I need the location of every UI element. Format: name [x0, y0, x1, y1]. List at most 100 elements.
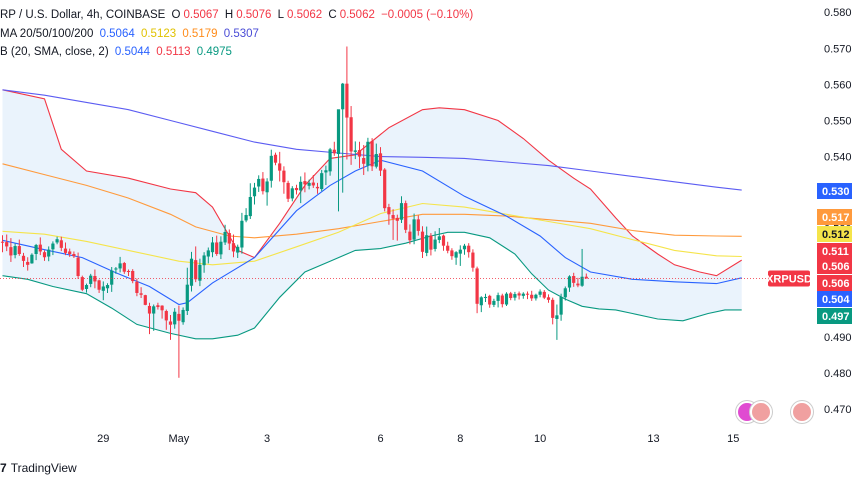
candle-body [362, 158, 366, 164]
candle [584, 273, 588, 279]
candle [34, 243, 38, 261]
y-tick-label: 0.580 [824, 7, 852, 19]
candle-body [572, 276, 576, 283]
bb-basis-value: 0.5044 [114, 46, 151, 58]
candle-body [315, 186, 320, 189]
candle-body [38, 244, 42, 252]
candle [122, 261, 126, 274]
price-axis: 0.5800.5700.5600.5500.5400.5300.5200.510… [817, 7, 852, 416]
candle [240, 212, 244, 254]
candle [252, 182, 257, 205]
candle [425, 226, 429, 257]
candle [412, 213, 416, 245]
candle [542, 290, 546, 300]
candle [294, 184, 299, 195]
us-flag-icon[interactable] [791, 401, 813, 423]
candle [551, 297, 555, 325]
candle [194, 246, 198, 283]
candle-body [97, 280, 101, 290]
candle-body [299, 181, 303, 191]
candle [126, 269, 131, 277]
candle [362, 145, 366, 175]
open-label: O [171, 9, 181, 21]
candle-body [324, 170, 328, 173]
candle [429, 233, 433, 256]
candle [509, 291, 513, 301]
candle [206, 247, 210, 264]
candle [416, 215, 420, 236]
candle [332, 141, 336, 156]
candle [286, 180, 290, 203]
price-tag-bg [817, 291, 852, 307]
candle-body [576, 283, 580, 286]
candle-body [433, 239, 437, 249]
candle [349, 106, 353, 165]
candle [315, 182, 320, 194]
candle-body [160, 305, 164, 311]
candle [462, 243, 467, 255]
candle-body [261, 178, 265, 192]
candle-body [471, 252, 475, 268]
candle-body [542, 291, 546, 298]
candle-body [345, 83, 349, 118]
candle-body [173, 311, 177, 325]
candle-body [584, 276, 588, 279]
candle-body [387, 207, 391, 215]
candle-body [412, 219, 416, 240]
candle [76, 252, 80, 279]
candle [63, 242, 68, 256]
candle [282, 166, 286, 194]
y-tick-label: 0.470 [824, 404, 852, 416]
candle [93, 269, 97, 289]
symbol-tag: XRPUSD [766, 270, 812, 287]
candle-body [420, 231, 425, 252]
candle-body [357, 150, 362, 157]
price-tag-bg [817, 275, 852, 291]
candle-body [118, 263, 122, 269]
candle-body [252, 187, 257, 197]
candle-body [488, 295, 492, 305]
candle [311, 174, 315, 188]
candle-body [366, 141, 370, 166]
candle-body [51, 243, 55, 250]
candle [198, 258, 202, 287]
candle [458, 245, 462, 266]
candle [147, 302, 152, 335]
candle [278, 151, 282, 182]
candle [0, 235, 5, 253]
us-flag-icon[interactable] [750, 401, 772, 423]
candle-body [202, 255, 206, 266]
candle [336, 109, 341, 212]
candle-body [492, 300, 496, 305]
bb-legend[interactable]: B (20, SMA, close, 2) 0.5044 0.5113 0.49… [0, 45, 235, 59]
candle-body [93, 276, 97, 282]
y-tick-label: 0.490 [824, 332, 852, 344]
candle-body [341, 83, 345, 110]
candle [370, 138, 374, 171]
candle [152, 304, 156, 331]
candle [38, 237, 42, 256]
candle [483, 293, 488, 302]
symbol-line: RP / U.S. Dollar, 4h, COINBASE [0, 9, 166, 21]
candle [500, 293, 504, 308]
candle [488, 294, 492, 308]
candle-body [328, 149, 332, 172]
candle-body [399, 203, 404, 220]
candle-body [156, 305, 160, 308]
price-tag-text: 0.517 [822, 212, 850, 224]
candle [513, 291, 517, 301]
candle-body [303, 181, 307, 185]
candle-body [479, 297, 483, 306]
candle-body [143, 295, 147, 305]
candle [496, 292, 500, 308]
price-tag-text: 0.506 [822, 278, 850, 290]
candle [80, 275, 84, 292]
candle-body [89, 275, 93, 284]
candle-body [437, 236, 441, 240]
ma-legend[interactable]: MA 20/50/100/200 0.5064 0.5123 0.5179 0.… [0, 27, 262, 41]
brand-footer[interactable]: 7 TradingView [0, 461, 77, 475]
candle-body [231, 243, 236, 252]
x-tick-label: 8 [457, 433, 463, 445]
